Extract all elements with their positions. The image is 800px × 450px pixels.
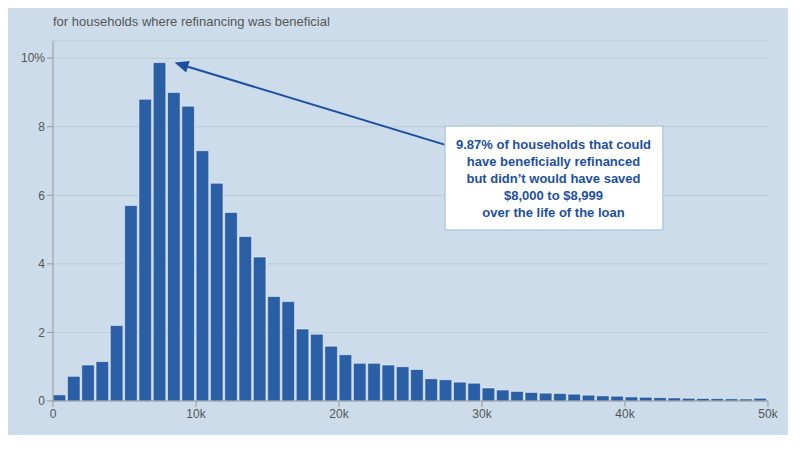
- svg-text:50k: 50k: [758, 407, 778, 421]
- svg-text:30k: 30k: [472, 407, 492, 421]
- html-text:$8,000 to $8,999: $8,000 to $8,999: [504, 187, 603, 203]
- html-text:9.87% of households that could: 9.87% of households that could: [456, 136, 651, 152]
- html-text:for households where refinanci: for households where refinancing was ben…: [53, 14, 330, 29]
- svg-text:0: 0: [38, 394, 45, 408]
- svg-text:2: 2: [38, 326, 45, 340]
- html-text:have beneficially refinanced: have beneficially refinanced: [466, 153, 641, 169]
- svg-text:8: 8: [38, 120, 45, 134]
- svg-text:10k: 10k: [186, 407, 206, 421]
- svg-text:0: 0: [50, 407, 57, 421]
- svg-text:20k: 20k: [329, 407, 349, 421]
- svg-text:10%: 10%: [21, 51, 45, 65]
- svg-text:6: 6: [38, 189, 45, 203]
- html-text:but didn’t would have saved: but didn’t would have saved: [466, 170, 641, 186]
- svg-text:40k: 40k: [615, 407, 635, 421]
- html-text:over the life of the loan: over the life of the loan: [482, 204, 625, 220]
- svg-text:4: 4: [38, 257, 45, 271]
